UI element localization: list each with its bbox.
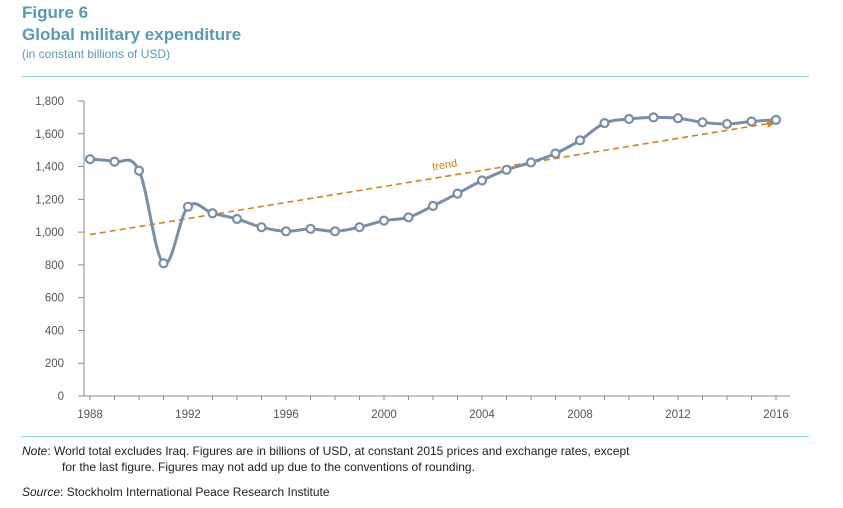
data-point <box>158 258 169 269</box>
data-point <box>746 116 757 127</box>
data-point <box>109 156 120 167</box>
note-line-2: for the last figure. Figures may not add… <box>62 460 475 474</box>
data-point <box>599 118 610 129</box>
x-tick-label: 1996 <box>273 409 299 421</box>
x-tick-label: 2016 <box>763 409 789 421</box>
data-point <box>378 215 390 226</box>
figure-label: Figure 6 <box>22 3 89 22</box>
source-label: Source <box>22 485 61 499</box>
data-point <box>403 212 414 223</box>
data-point <box>305 223 316 234</box>
series-group <box>84 112 782 269</box>
trend-line <box>89 119 777 236</box>
data-point <box>354 222 365 233</box>
source-line: Source: Stockholm International Peace Re… <box>22 484 330 501</box>
y-tick-label: 1,200 <box>35 194 64 206</box>
data-point <box>182 201 194 212</box>
data-point <box>256 222 267 233</box>
data-point <box>452 188 463 199</box>
data-point <box>672 113 684 124</box>
data-point <box>770 114 782 125</box>
x-axis: 1988 1992 1996 2000 2004 2008 2012 2016 <box>77 395 790 421</box>
data-point <box>231 213 243 225</box>
y-tick-label: 1,600 <box>35 129 64 141</box>
data-point <box>427 200 439 211</box>
data-point <box>623 113 635 125</box>
data-point <box>721 118 733 130</box>
note-label: Note <box>22 444 48 458</box>
x-tick-label: 2000 <box>371 409 397 421</box>
trend-line-group: trend <box>89 119 777 236</box>
y-tick-label: 400 <box>45 325 64 337</box>
data-point <box>329 226 341 237</box>
y-tick-label: 0 <box>58 391 64 403</box>
note-line-1: Note: World total excludes Iraq. Figures… <box>22 443 782 460</box>
top-divider <box>22 76 809 77</box>
data-point <box>476 175 488 186</box>
data-point <box>280 226 292 237</box>
data-point <box>574 135 586 146</box>
data-point <box>697 117 708 128</box>
y-tick-label: 1,000 <box>35 227 64 239</box>
line-chart: 0 200 400 600 800 1,000 1,200 1,400 1,600 1,800 1… <box>35 96 790 421</box>
x-tick-label: 1992 <box>175 409 201 421</box>
y-tick-label: 1,800 <box>35 96 64 108</box>
x-tick-label: 1988 <box>77 409 103 421</box>
data-point <box>525 157 537 168</box>
chart-title: Global military expenditure <box>22 25 242 44</box>
y-axis: 0 200 400 600 800 1,000 1,200 1,400 1,600 1,800 <box>35 96 85 403</box>
source-text: : Stockholm International Peace Research… <box>60 485 330 499</box>
data-point <box>501 164 512 175</box>
y-tick-label: 1,400 <box>35 162 64 174</box>
data-point <box>84 154 96 165</box>
data-point <box>133 165 145 176</box>
y-tick-label: 600 <box>45 293 64 305</box>
data-point <box>648 112 659 123</box>
note-text-1: : World total excludes Iraq. Figures are… <box>47 444 630 458</box>
trend-label: trend <box>431 158 458 174</box>
data-point <box>207 208 218 219</box>
bottom-divider <box>22 436 809 437</box>
y-tick-label: 800 <box>45 260 64 272</box>
data-point <box>550 148 561 159</box>
y-tick-label: 200 <box>45 358 64 370</box>
chart-subtitle: (in constant billions of USD) <box>22 47 171 61</box>
x-tick-label: 2012 <box>665 409 691 421</box>
x-tick-label: 2004 <box>469 409 495 421</box>
x-tick-label: 2008 <box>567 409 593 421</box>
